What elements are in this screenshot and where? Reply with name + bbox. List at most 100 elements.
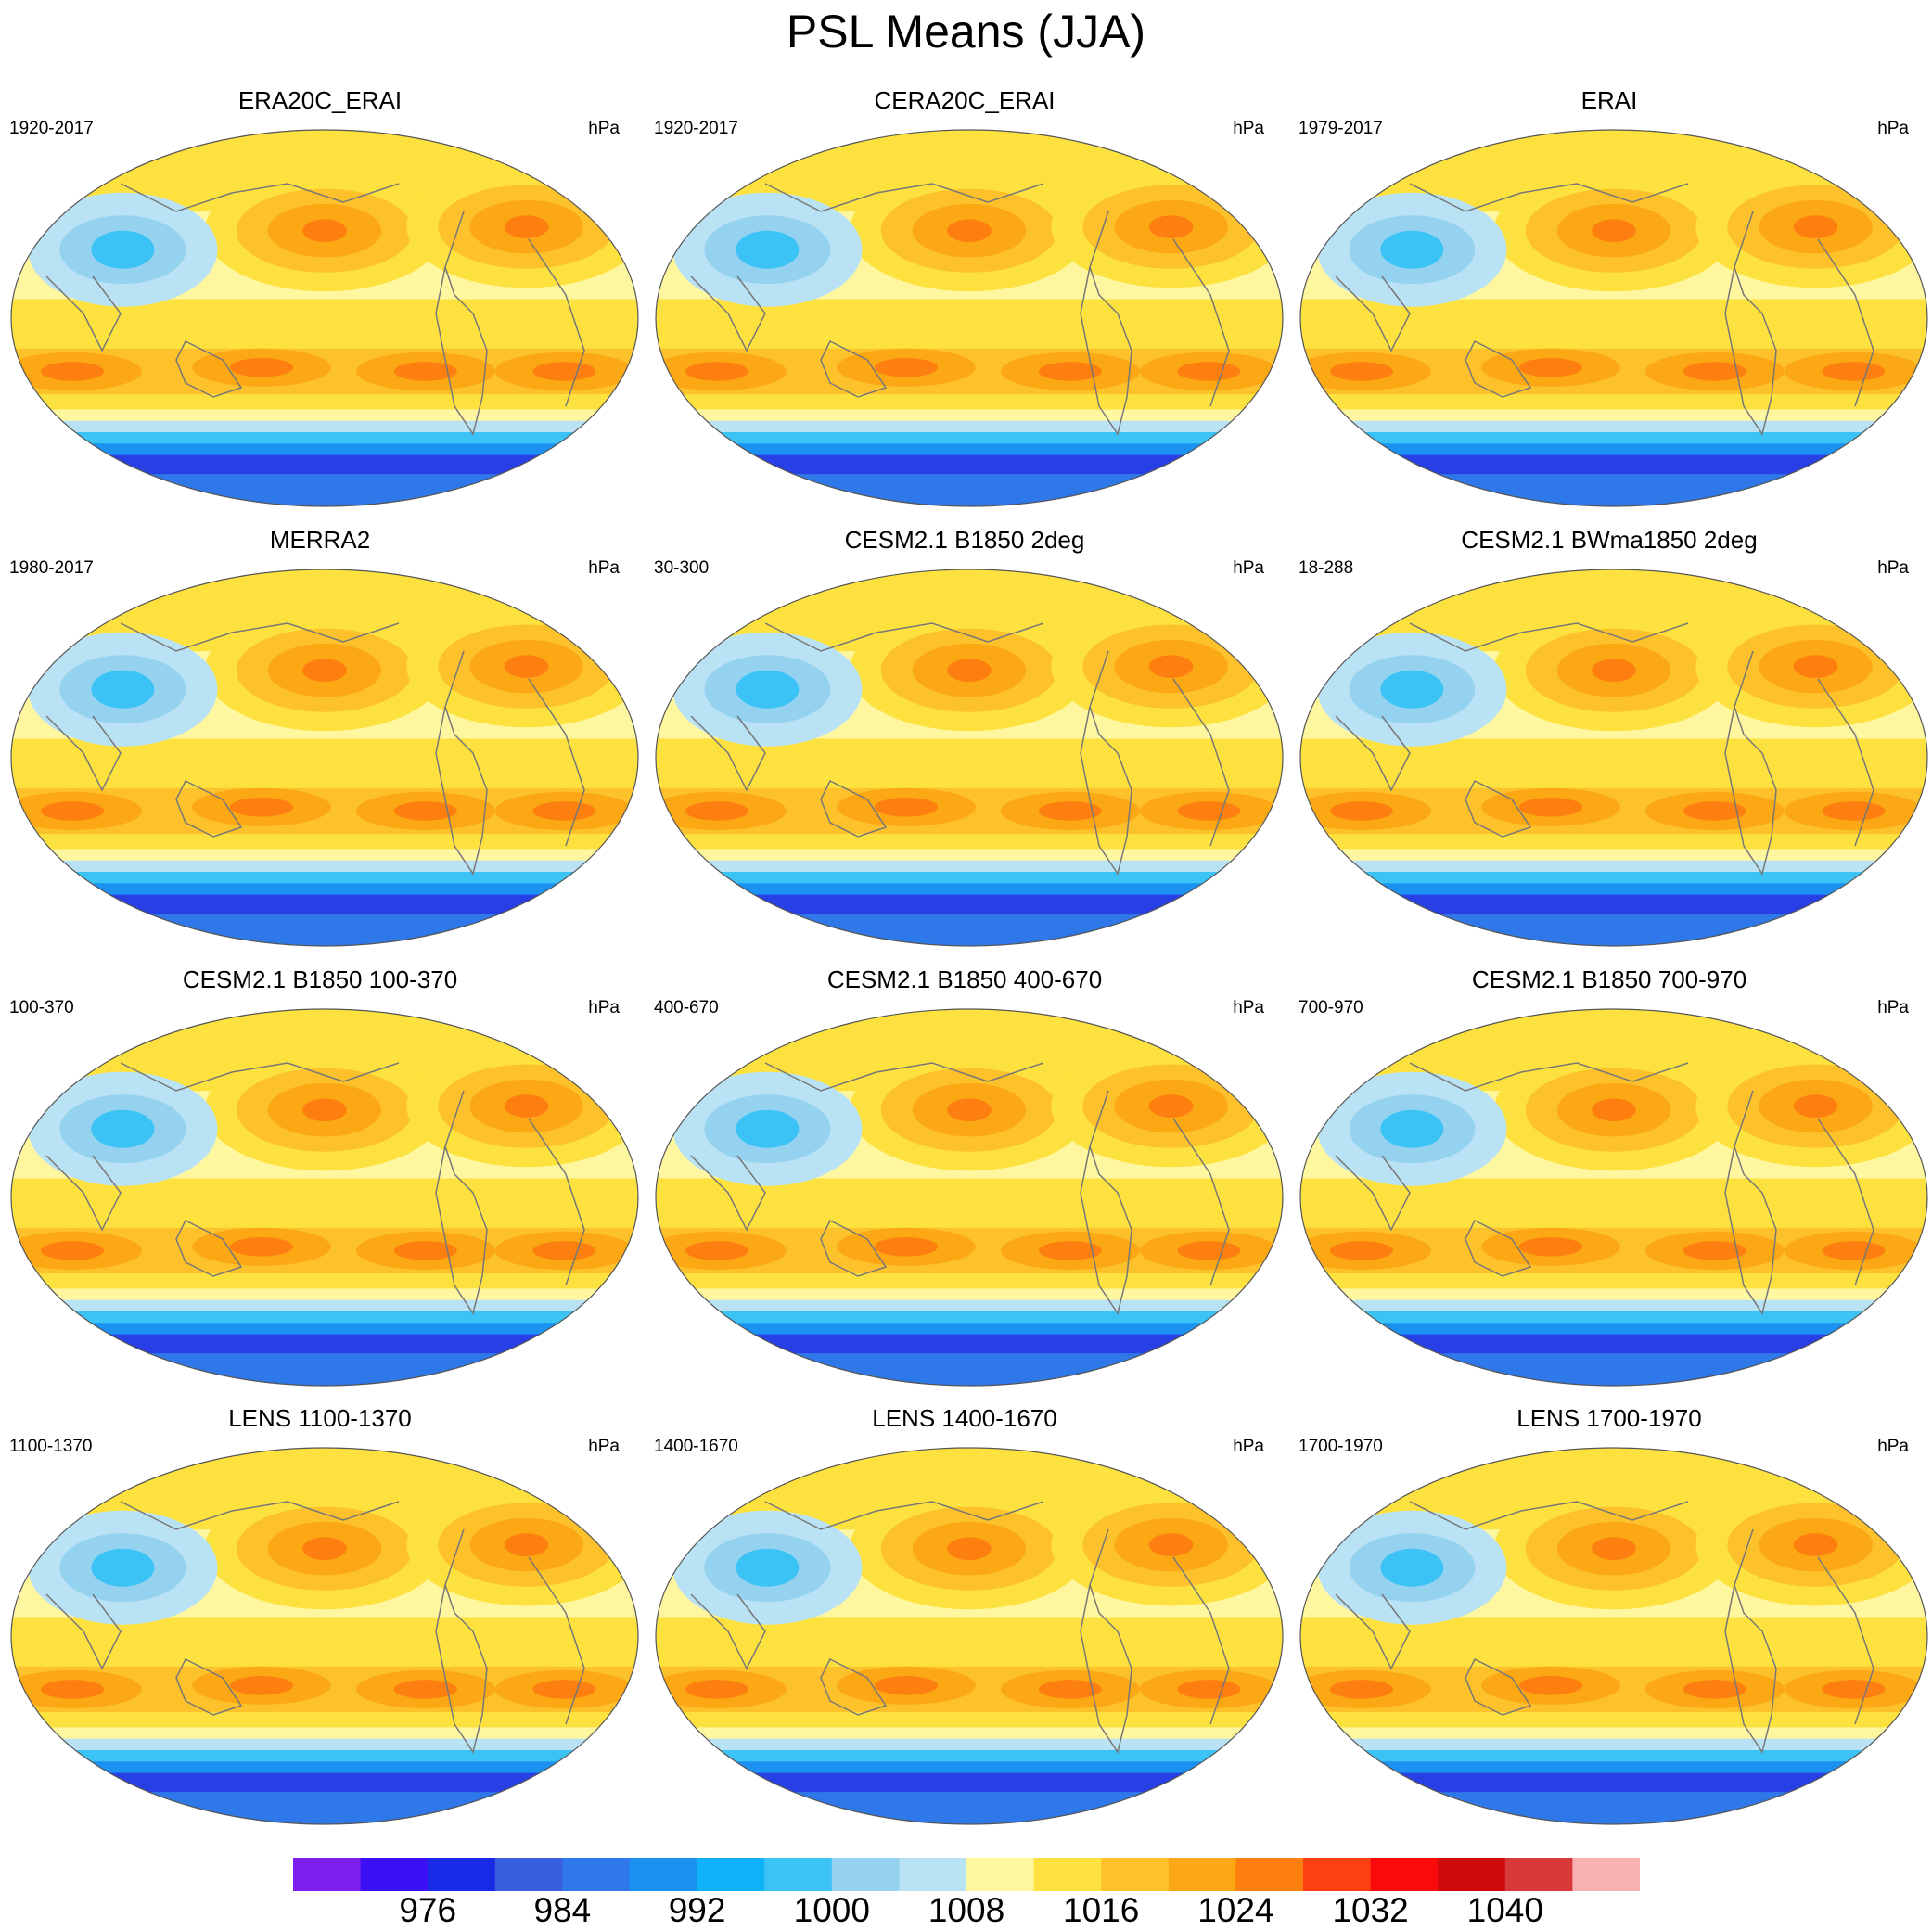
coastline [528, 1556, 585, 1725]
panel-title: CESM2.1 B1850 2deg [844, 526, 1085, 554]
coastline [1724, 211, 1777, 436]
colorbar-box [293, 1858, 362, 1891]
panel-units: hPa [588, 998, 620, 1017]
southern-ocean-low [656, 454, 1283, 475]
pressure-band [11, 394, 638, 411]
high-pressure-core [1177, 801, 1241, 821]
map-boundary [10, 129, 639, 507]
high-pressure-core [1683, 801, 1746, 821]
coastline [690, 275, 766, 352]
coastline [45, 275, 122, 352]
high-pressure-core [1038, 362, 1102, 381]
panel-title: CESM2.1 B1850 100-370 [182, 966, 458, 993]
pressure-band [656, 1353, 1283, 1386]
high-pressure-core [393, 1680, 457, 1699]
high-pressure-contour [1148, 1094, 1194, 1118]
colorbar-box [1504, 1858, 1573, 1891]
low-pressure-contour [1380, 1109, 1444, 1148]
pressure-band [1300, 394, 1927, 411]
coastline [1724, 650, 1777, 876]
high-pressure-contour [1793, 655, 1838, 678]
panel-units: hPa [1877, 998, 1909, 1017]
coastline [820, 1657, 888, 1716]
coastline [120, 1501, 400, 1530]
pressure-band [1300, 849, 1927, 862]
pressure-map [1299, 1008, 1928, 1387]
pressure-map [10, 1447, 639, 1825]
panel-title: MERRA2 [269, 526, 371, 554]
high-pressure-core [532, 1241, 596, 1260]
panel-title: CESM2.1 B1850 700-970 [1471, 966, 1747, 993]
panel-units: hPa [1233, 558, 1264, 578]
pressure-band [1300, 420, 1927, 433]
pressure-map [655, 569, 1284, 947]
map-panel: CERA20C_ERAI 1920-2017 hPa [645, 85, 1285, 512]
map-panel: LENS 1400-1670 1400-1670 hPa [645, 1403, 1285, 1830]
pressure-band [1300, 1353, 1927, 1386]
map-panel: ERAI 1979-2017 hPa [1289, 85, 1929, 512]
coastline [764, 1501, 1044, 1530]
high-pressure-contour [947, 1537, 992, 1560]
map-boundary [10, 1008, 639, 1387]
pressure-band [1300, 860, 1927, 873]
low-pressure-contour [91, 670, 155, 709]
high-pressure-core [1330, 1241, 1393, 1260]
pressure-map [655, 1008, 1284, 1387]
low-pressure-contour [91, 230, 155, 269]
pressure-band [11, 420, 638, 433]
colorbar-label: 984 [533, 1891, 592, 1929]
coastline [528, 678, 585, 847]
coastline [1409, 622, 1689, 652]
high-pressure-core [1519, 358, 1582, 377]
panel-title: LENS 1700-1970 [1516, 1404, 1702, 1432]
pressure-band [656, 834, 1283, 850]
coastline [1817, 1556, 1874, 1725]
colorbar-box [697, 1858, 765, 1891]
high-pressure-contour [1793, 215, 1838, 238]
colorbar-label: 1016 [1063, 1891, 1140, 1929]
pressure-band [11, 1712, 638, 1729]
pressure-band [656, 1178, 1283, 1229]
high-pressure-contour [1592, 219, 1636, 242]
low-pressure-contour [736, 1548, 800, 1587]
high-pressure-core [1822, 1241, 1886, 1260]
coastline [1465, 1657, 1532, 1716]
southern-ocean-low [11, 454, 638, 475]
high-pressure-contour [1148, 215, 1194, 238]
panel-units: hPa [1877, 119, 1909, 138]
pressure-band [1300, 443, 1927, 456]
pressure-map [655, 1447, 1284, 1825]
pressure-band [1300, 1273, 1927, 1290]
pressure-band [11, 474, 638, 506]
pressure-map [10, 1008, 639, 1387]
coastline [1465, 779, 1532, 838]
pressure-band [1300, 299, 1927, 350]
pressure-band [656, 1727, 1283, 1740]
panel-units: hPa [588, 119, 620, 138]
pressure-band [656, 432, 1283, 445]
pressure-band [11, 1761, 638, 1774]
colorbar-label: 1040 [1466, 1891, 1543, 1929]
colorbar [293, 1858, 1641, 1891]
high-pressure-core [230, 798, 293, 817]
high-pressure-contour [504, 1094, 549, 1118]
high-pressure-core [532, 362, 596, 381]
pressure-band [11, 883, 638, 896]
low-pressure-contour [91, 1109, 155, 1148]
map-panel: CESM2.1 B1850 100-370 100-370 hPa [0, 965, 640, 1391]
high-pressure-contour [947, 659, 992, 682]
pressure-band [1300, 1761, 1927, 1774]
coastline [690, 715, 766, 792]
coastline [1335, 1155, 1411, 1232]
coastline [45, 1593, 122, 1670]
low-pressure-contour [91, 1548, 155, 1587]
high-pressure-contour [302, 659, 347, 682]
southern-ocean-low [1300, 894, 1927, 914]
high-pressure-core [230, 1237, 293, 1257]
pressure-band [656, 1761, 1283, 1774]
high-pressure-contour [947, 1098, 992, 1121]
coastline [1465, 1219, 1532, 1277]
pressure-band [1300, 738, 1927, 789]
coastline [1724, 1090, 1777, 1315]
high-pressure-core [1683, 1241, 1746, 1260]
